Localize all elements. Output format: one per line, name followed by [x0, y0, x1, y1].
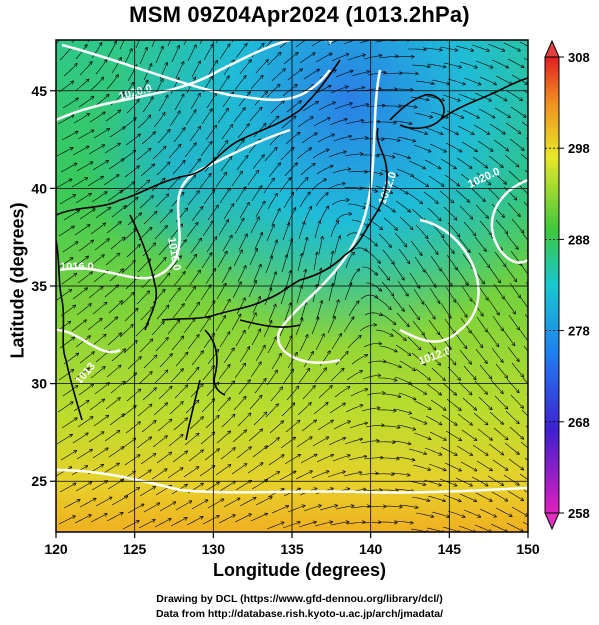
isobar-label: 1016.0 — [165, 236, 183, 271]
x-tick-label: 135 — [280, 541, 304, 557]
colorbar: 258 268 278 288 298 308 — [544, 39, 590, 531]
colorbar-tick-label: 308 — [568, 50, 590, 65]
y-tick-label: 25 — [31, 473, 47, 489]
colorbar-tick-label: 258 — [568, 506, 590, 521]
x-tick-label: 125 — [123, 541, 147, 557]
y-axis-ticks: 25 30 35 40 45 — [31, 83, 56, 489]
colorbar-tick-label: 268 — [568, 415, 590, 430]
map-title: MSM 09Z04Apr2024 (1013.2hPa) — [129, 2, 470, 27]
x-tick-label: 145 — [438, 541, 462, 557]
x-axis-label: Longitude (degrees) — [212, 560, 386, 580]
y-tick-label: 35 — [31, 278, 47, 294]
colorbar-tick-label: 298 — [568, 141, 590, 156]
x-axis-ticks: 120 125 130 135 140 145 150 — [44, 532, 540, 557]
x-tick-label: 140 — [359, 541, 383, 557]
y-tick-label: 30 — [31, 376, 47, 392]
colorbar-tick-label: 278 — [568, 324, 590, 339]
credit-drawing: Drawing by DCL (https://www.gfd-dennou.o… — [156, 593, 443, 605]
y-axis-label: Latitude (degrees) — [7, 202, 28, 359]
y-tick-label: 45 — [31, 83, 47, 99]
lat-lon-grid — [56, 40, 528, 532]
isobar-label: 1016.0 — [60, 261, 94, 273]
coastlines — [56, 59, 528, 441]
x-tick-label: 120 — [44, 541, 68, 557]
x-tick-label: 150 — [516, 541, 540, 557]
isobar-contours — [56, 40, 528, 494]
y-tick-label: 40 — [31, 180, 47, 196]
x-tick-label: 130 — [202, 541, 226, 557]
colorbar-tick-label: 288 — [568, 232, 590, 247]
credit-data: Data from http://database.rish.kyoto-u.a… — [155, 608, 444, 620]
